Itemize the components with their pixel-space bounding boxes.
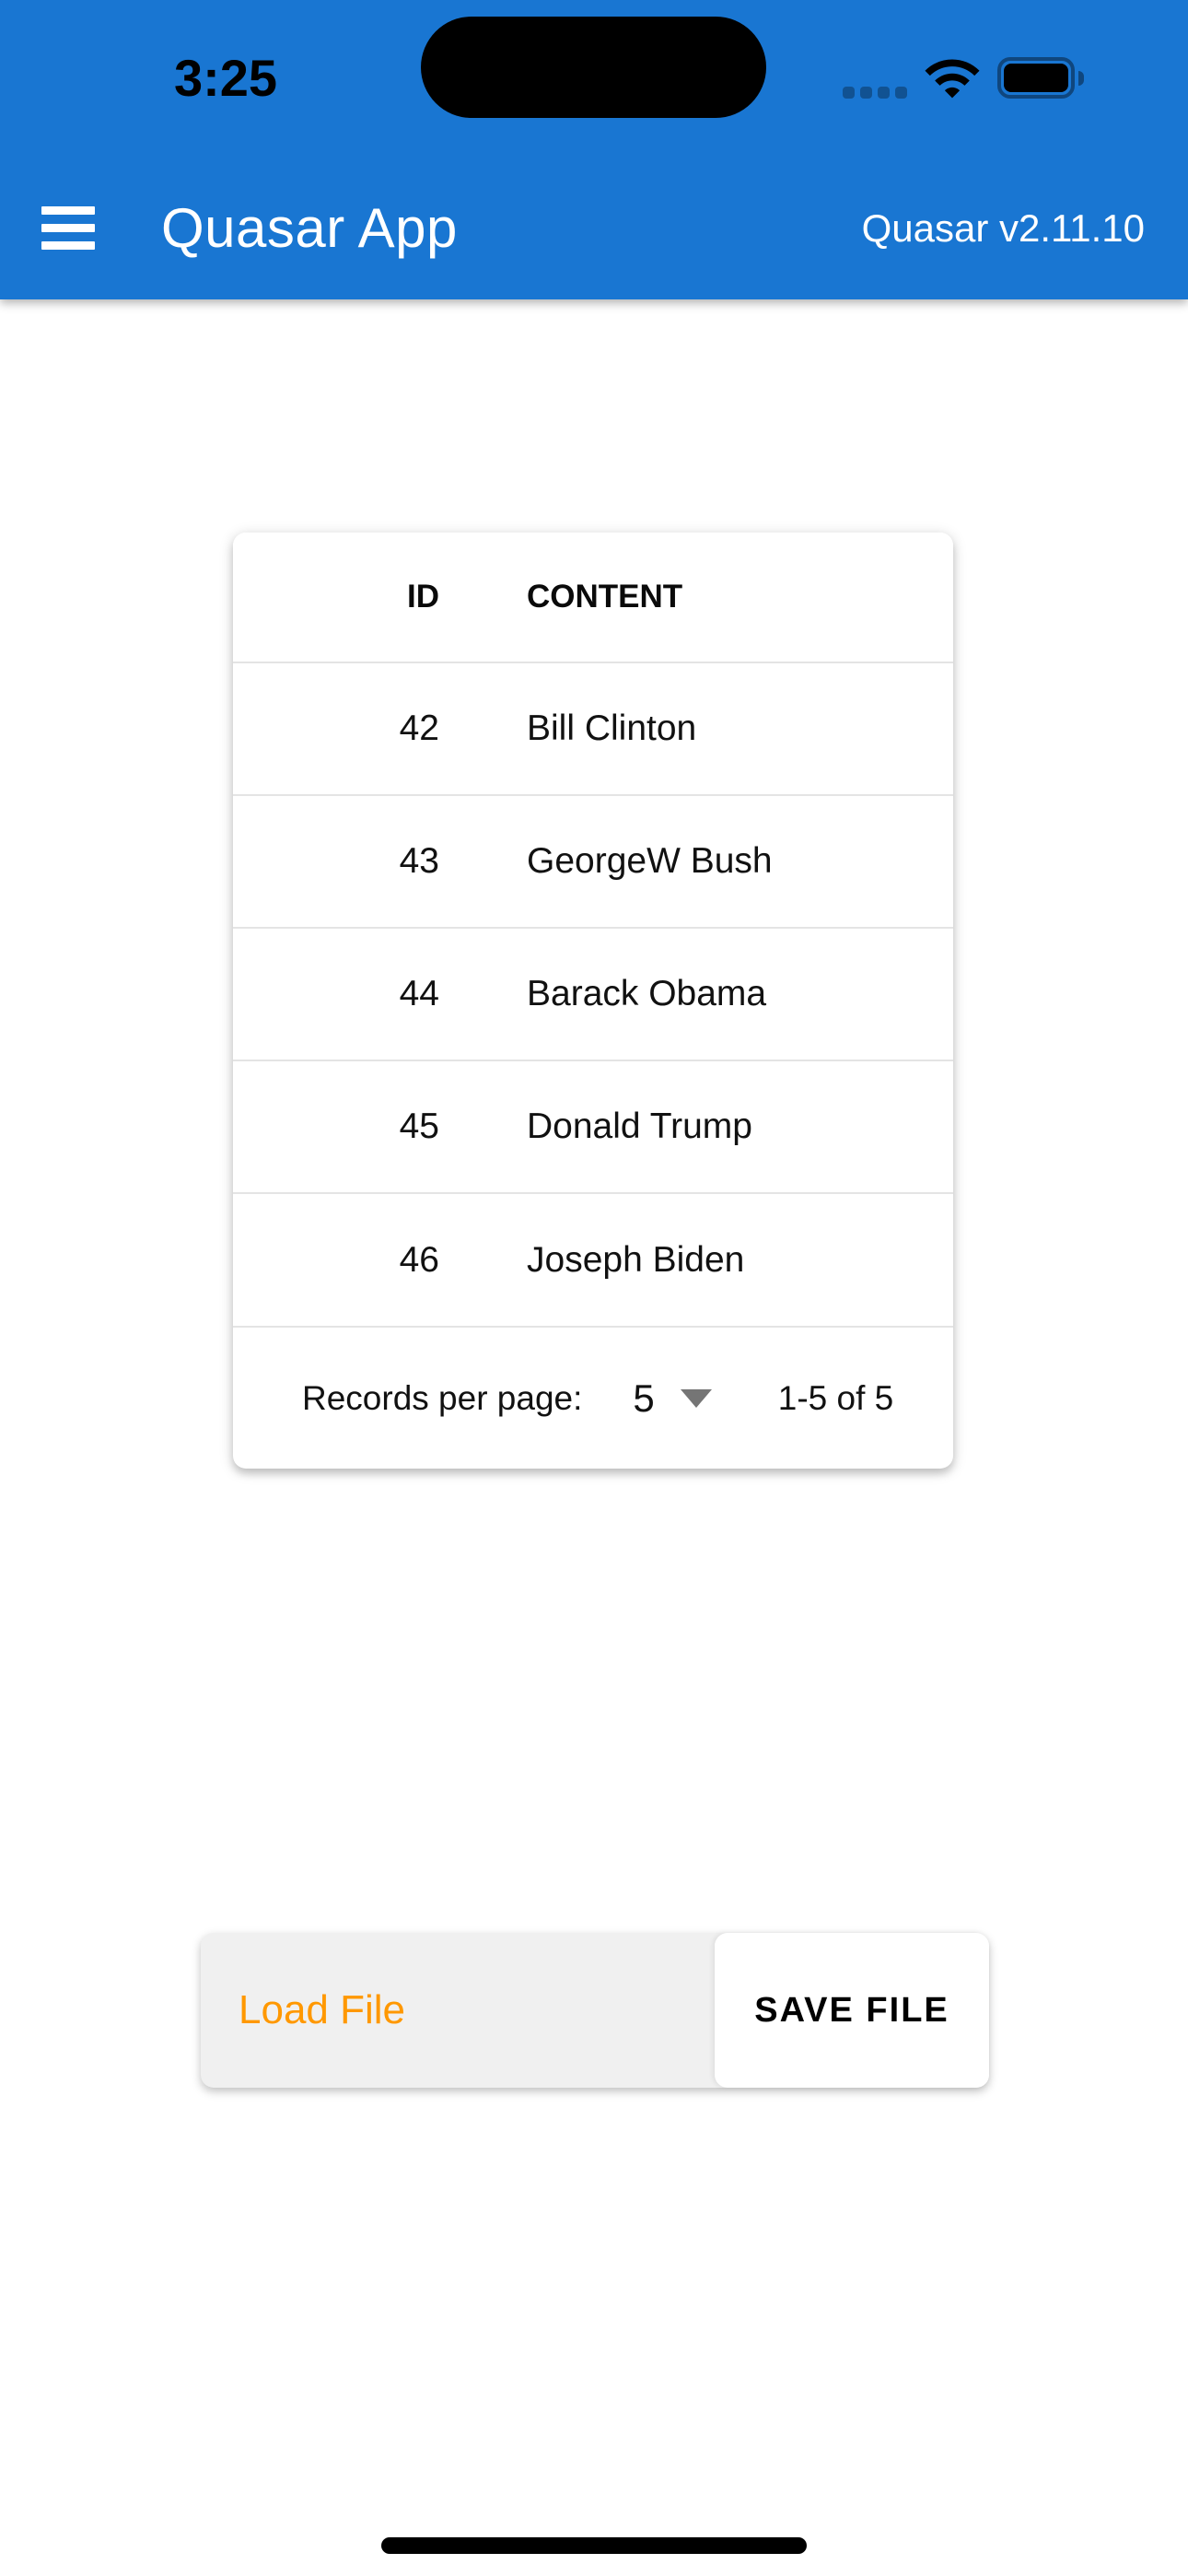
table-header-row: ID CONTENT [233,533,953,662]
table-row[interactable]: 42 Bill Clinton [233,662,953,795]
presidents-table-card: ID CONTENT 42 Bill Clinton 43 GeorgeW Bu… [233,533,953,1469]
wifi-icon [925,59,980,99]
cell-id: 45 [233,1060,439,1193]
load-file-button[interactable]: Load File [201,1933,715,2088]
home-indicator[interactable] [381,2537,807,2554]
app-header: 3:25 Quasar App Quasar v2.11.10 [0,0,1188,299]
cell-id: 44 [233,927,439,1060]
records-per-page-select[interactable]: 5 [633,1376,712,1421]
records-per-page-label: Records per page: [302,1378,583,1417]
table-row[interactable]: 45 Donald Trump [233,1060,953,1193]
dropdown-arrow-icon [680,1388,712,1408]
app-version: Quasar v2.11.10 [861,205,1145,250]
cell-content: Barack Obama [439,927,953,1060]
cell-content: GeorgeW Bush [439,794,953,928]
toolbar: Quasar App Quasar v2.11.10 [0,147,1188,299]
cell-content: Joseph Biden [439,1192,953,1326]
records-per-page-value: 5 [633,1376,655,1420]
load-file-label: Load File [239,1987,406,2032]
cell-content: Donald Trump [439,1060,953,1193]
status-bar: 3:25 [0,0,1188,147]
cellular-signal-icon [843,87,907,99]
cell-id: 46 [233,1192,439,1326]
cell-content: Bill Clinton [439,662,953,795]
battery-outline [997,57,1075,99]
presidents-table: ID CONTENT 42 Bill Clinton 43 GeorgeW Bu… [233,533,953,1326]
battery-cap [1078,71,1084,86]
pagination-range: 1-5 of 5 [777,1378,894,1417]
hamburger-icon [41,206,95,250]
menu-button[interactable] [41,196,106,261]
table-row[interactable]: 43 GeorgeW Bush [233,794,953,928]
cell-id: 42 [233,662,439,795]
table-row[interactable]: 46 Joseph Biden [233,1192,953,1326]
status-time: 3:25 [173,49,278,107]
save-file-label: SAVE FILE [754,1990,949,2030]
table-pagination: Records per page: 5 1-5 of 5 [233,1326,953,1469]
file-actions-group: Load File SAVE FILE [201,1933,989,2088]
column-header-id: ID [233,533,439,662]
battery-level [1004,64,1068,92]
app-title: Quasar App [161,197,458,259]
save-file-button[interactable]: SAVE FILE [715,1933,989,2088]
column-header-content: CONTENT [439,533,953,662]
dynamic-island [421,17,766,118]
cell-id: 43 [233,794,439,928]
table-row[interactable]: 44 Barack Obama [233,927,953,1060]
battery-icon [997,57,1084,99]
